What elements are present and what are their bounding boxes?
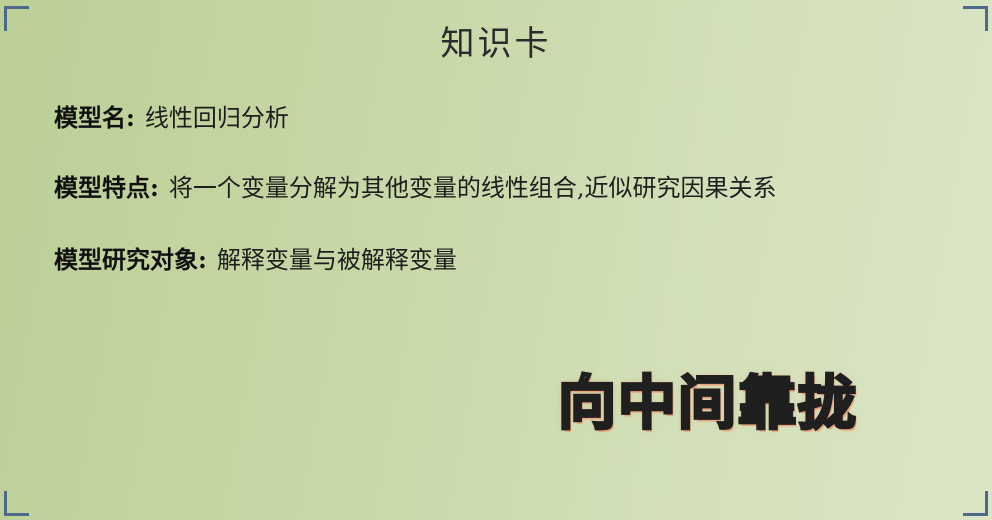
slogan-stamp: 向中间靠拢 (556, 368, 859, 439)
model-features-row: 模型特点: 将一个变量分解为其他变量的线性组合,近似研究因果关系 (54, 168, 777, 203)
model-features-value: 将一个变量分解为其他变量的线性组合,近似研究因果关系 (168, 174, 777, 202)
corner-bracket-bottom-left (4, 491, 29, 516)
card-title: 知识卡 (440, 24, 552, 64)
model-name-value: 线性回归分析 (144, 104, 289, 132)
corner-bracket-top-right (963, 6, 988, 31)
corner-bracket-bottom-right (963, 491, 988, 516)
model-subject-label: 模型研究对象: (54, 245, 207, 274)
model-features-label: 模型特点: (54, 173, 159, 202)
model-subject-value: 解释变量与被解释变量 (216, 246, 457, 274)
model-subject-row: 模型研究对象: 解释变量与被解释变量 (54, 240, 457, 275)
corner-bracket-top-left (4, 6, 29, 31)
model-name-label: 模型名: (54, 103, 135, 132)
model-name-row: 模型名: 线性回归分析 (54, 98, 289, 133)
